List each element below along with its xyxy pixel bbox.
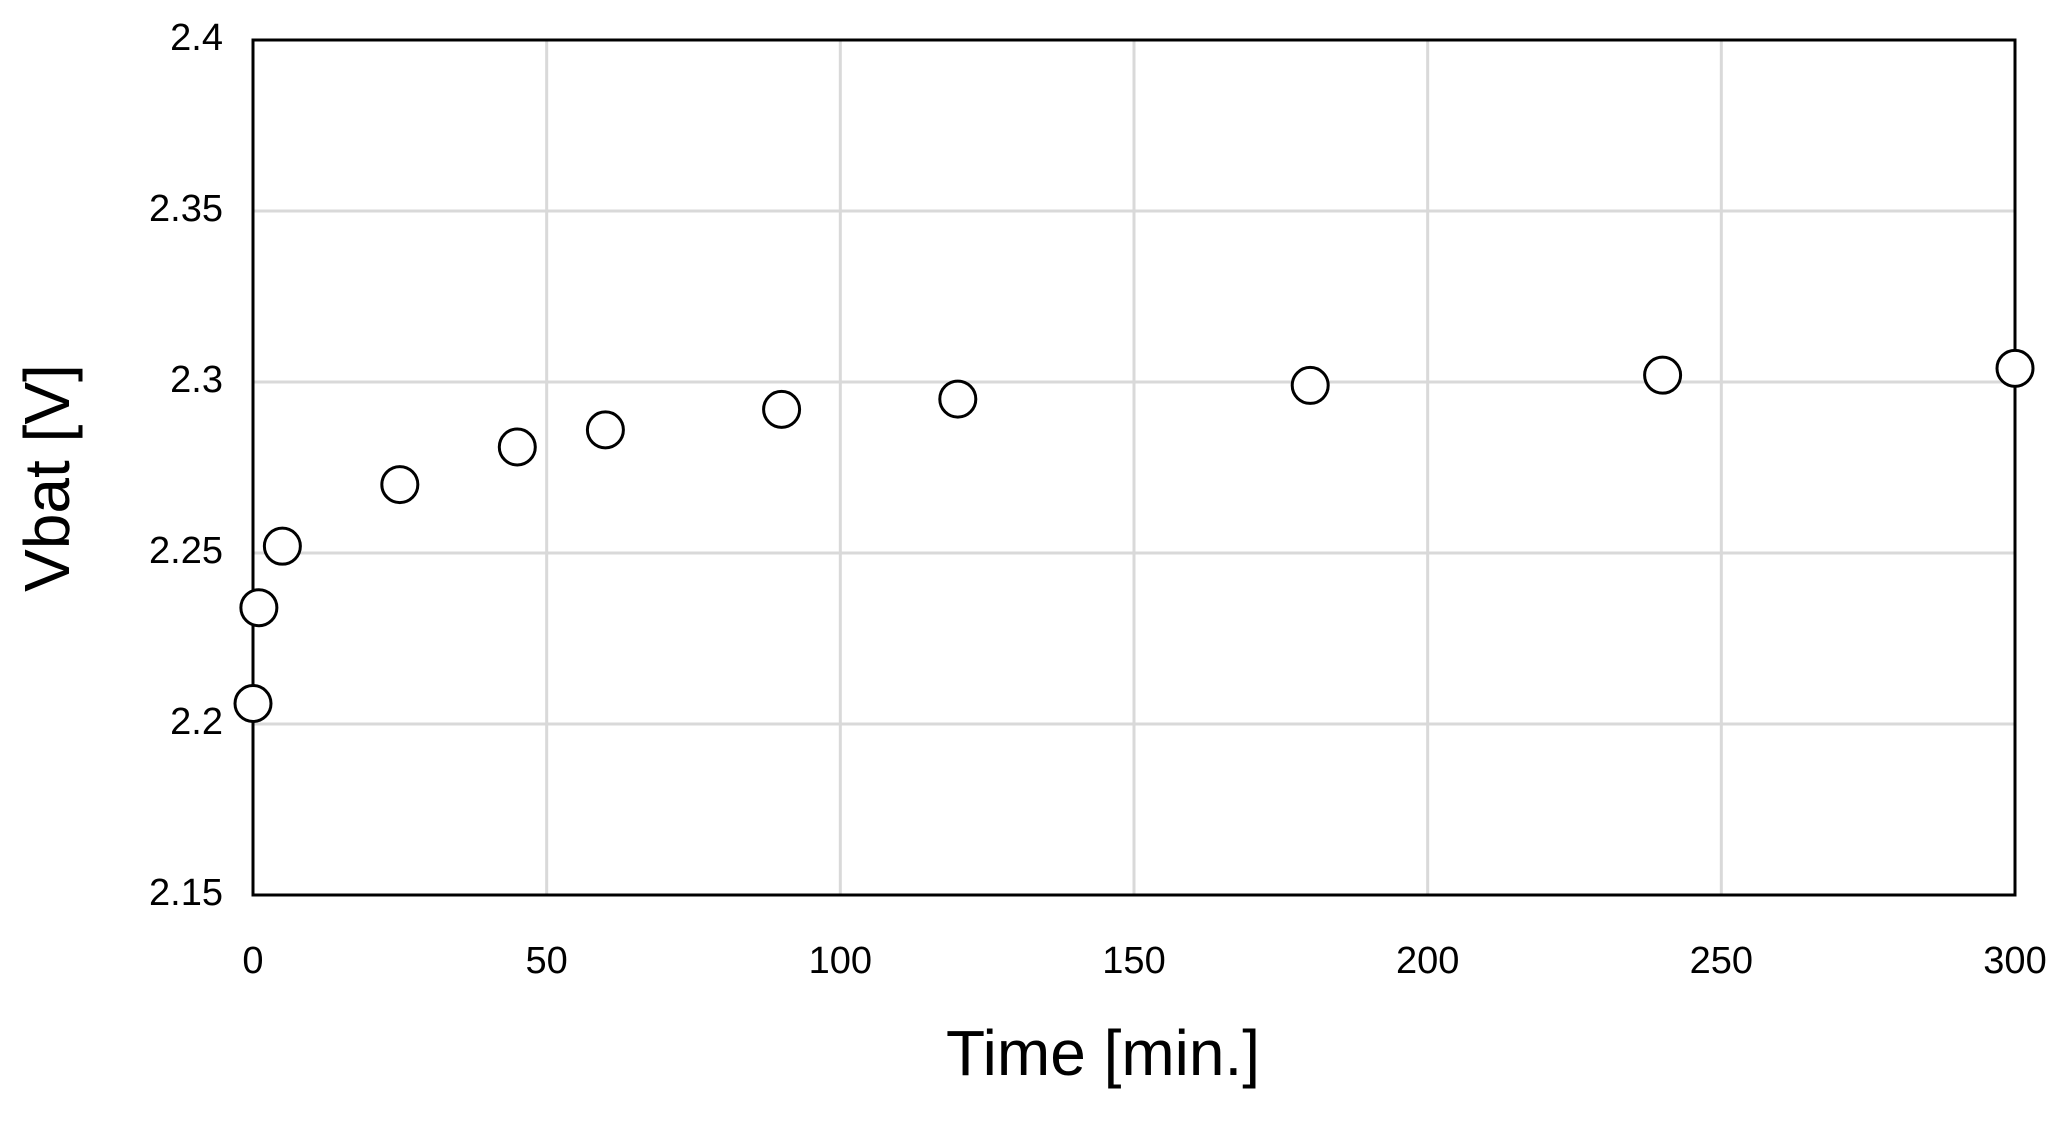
data-point	[585, 410, 625, 450]
data-point	[1290, 365, 1330, 405]
x-tick-label: 250	[1690, 940, 1753, 982]
x-tick-label: 150	[1102, 940, 1165, 982]
x-tick-label: 100	[809, 940, 872, 982]
x-tick-label: 0	[242, 940, 263, 982]
data-point	[938, 379, 978, 419]
data-point	[762, 389, 802, 429]
y-tick-label: 2.2	[170, 701, 223, 743]
data-point	[380, 465, 420, 505]
data-point	[497, 427, 537, 467]
x-tick-label: 300	[1983, 940, 2046, 982]
x-axis-title: Time [min.]	[946, 1017, 1260, 1089]
x-tick-label: 200	[1396, 940, 1459, 982]
y-tick-label: 2.35	[149, 188, 223, 230]
y-tick-label: 2.25	[149, 530, 223, 572]
data-point	[1643, 355, 1683, 395]
data-point	[262, 526, 302, 566]
data-point	[239, 588, 279, 628]
plot-frame	[251, 38, 2017, 897]
y-tick-label: 2.15	[149, 872, 223, 914]
y-tick-label: 2.3	[170, 359, 223, 401]
data-point	[1995, 348, 2035, 388]
x-tick-label: 50	[526, 940, 568, 982]
y-axis-title: Vbat [V]	[11, 364, 83, 592]
y-tick-label: 2.4	[170, 17, 223, 59]
data-point	[233, 683, 273, 723]
